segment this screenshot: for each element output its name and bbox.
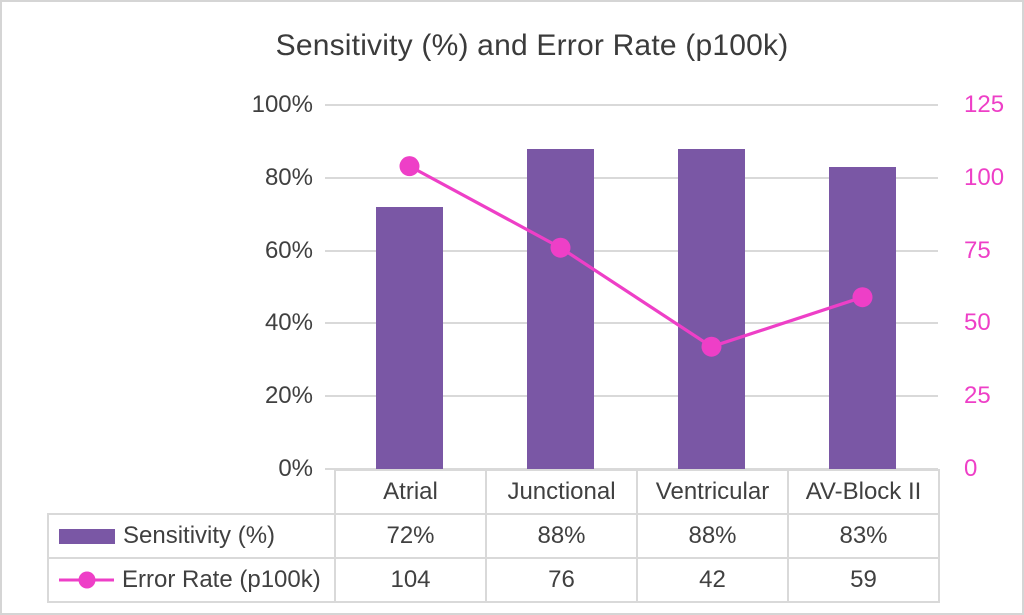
value-cell: 42: [636, 557, 789, 603]
gridline: [325, 468, 938, 470]
gridline: [325, 176, 938, 179]
right-axis-tick-label: 100: [964, 163, 1005, 191]
category-header-cell: Junctional: [485, 469, 638, 515]
value-cell: 72%: [334, 513, 487, 559]
bar-ventricular: [678, 148, 745, 469]
series-name-label: Error Rate (p100k): [122, 566, 321, 593]
left-axis-tick-label: 40%: [264, 309, 313, 337]
right-axis-tick-label: 125: [964, 91, 1005, 118]
table-corner-blank: [48, 470, 335, 514]
right-axis-tick-label: 25: [964, 382, 991, 410]
right-axis: 125 100 75 50 25 0: [964, 93, 1022, 481]
bar-av-block-ii: [829, 166, 896, 469]
table-row: Sensitivity (%) 72% 88% 88% 83%: [47, 513, 940, 559]
right-axis-tick-label: 50: [964, 309, 991, 337]
category-header-cell: Ventricular: [636, 469, 789, 515]
category-header-cell: AV-Block II: [787, 469, 940, 515]
table-header-row: Atrial Junctional Ventricular AV-Block II: [48, 469, 940, 515]
value-cell: 88%: [485, 513, 638, 559]
error-rate-line: [408, 164, 863, 349]
value-cell: 83%: [787, 513, 940, 559]
legend-key: Error Rate (p100k): [59, 566, 334, 594]
plot-area: [325, 104, 938, 470]
legend-cell: Sensitivity (%): [47, 513, 336, 559]
chart-title: Sensitivity (%) and Error Rate (p100k): [275, 29, 789, 62]
left-axis-tick-label: 100%: [251, 91, 313, 118]
right-axis-tick-label: 75: [964, 236, 991, 264]
bar-legend-swatch: [59, 528, 115, 544]
line-marker-atrial: [399, 156, 420, 177]
line-marker-ventricular: [701, 336, 722, 357]
bar-atrial: [376, 206, 443, 469]
category-header-cell: Atrial: [334, 469, 487, 515]
bar-junctional: [527, 148, 594, 469]
table-row: Error Rate (p100k) 104 76 42 59: [47, 557, 940, 603]
value-cell: 104: [334, 557, 487, 603]
line-marker-av-block-ii: [852, 287, 873, 308]
right-axis-tick-label: 0: [964, 455, 978, 482]
line-marker-junctional: [550, 237, 571, 258]
data-table-wrap: Atrial Junctional Ventricular AV-Block II Se…: [47, 469, 940, 603]
left-axis: 100% 80% 60% 40% 20% 0%: [2, 93, 313, 481]
line-legend-swatch-icon: [59, 571, 114, 589]
data-table: Atrial Junctional Ventricular AV-Block II Se…: [47, 469, 940, 603]
value-cell: 88%: [636, 513, 789, 559]
gridline: [325, 249, 938, 252]
value-cell: 59: [787, 557, 940, 603]
left-axis-tick-label: 60%: [264, 236, 313, 264]
gridline: [325, 322, 938, 325]
gridline: [325, 104, 938, 106]
left-axis-tick-label: 80%: [264, 163, 313, 191]
gridline: [325, 395, 938, 398]
legend-cell: Error Rate (p100k): [47, 557, 336, 603]
left-axis-tick-label: 20%: [264, 382, 313, 410]
series-name-label: Sensitivity (%): [123, 522, 276, 549]
left-axis-tick-label: 0%: [278, 455, 313, 482]
error-rate-line-layer: [399, 156, 873, 357]
value-cell: 76: [485, 557, 638, 603]
legend-key: Sensitivity (%): [59, 522, 334, 550]
